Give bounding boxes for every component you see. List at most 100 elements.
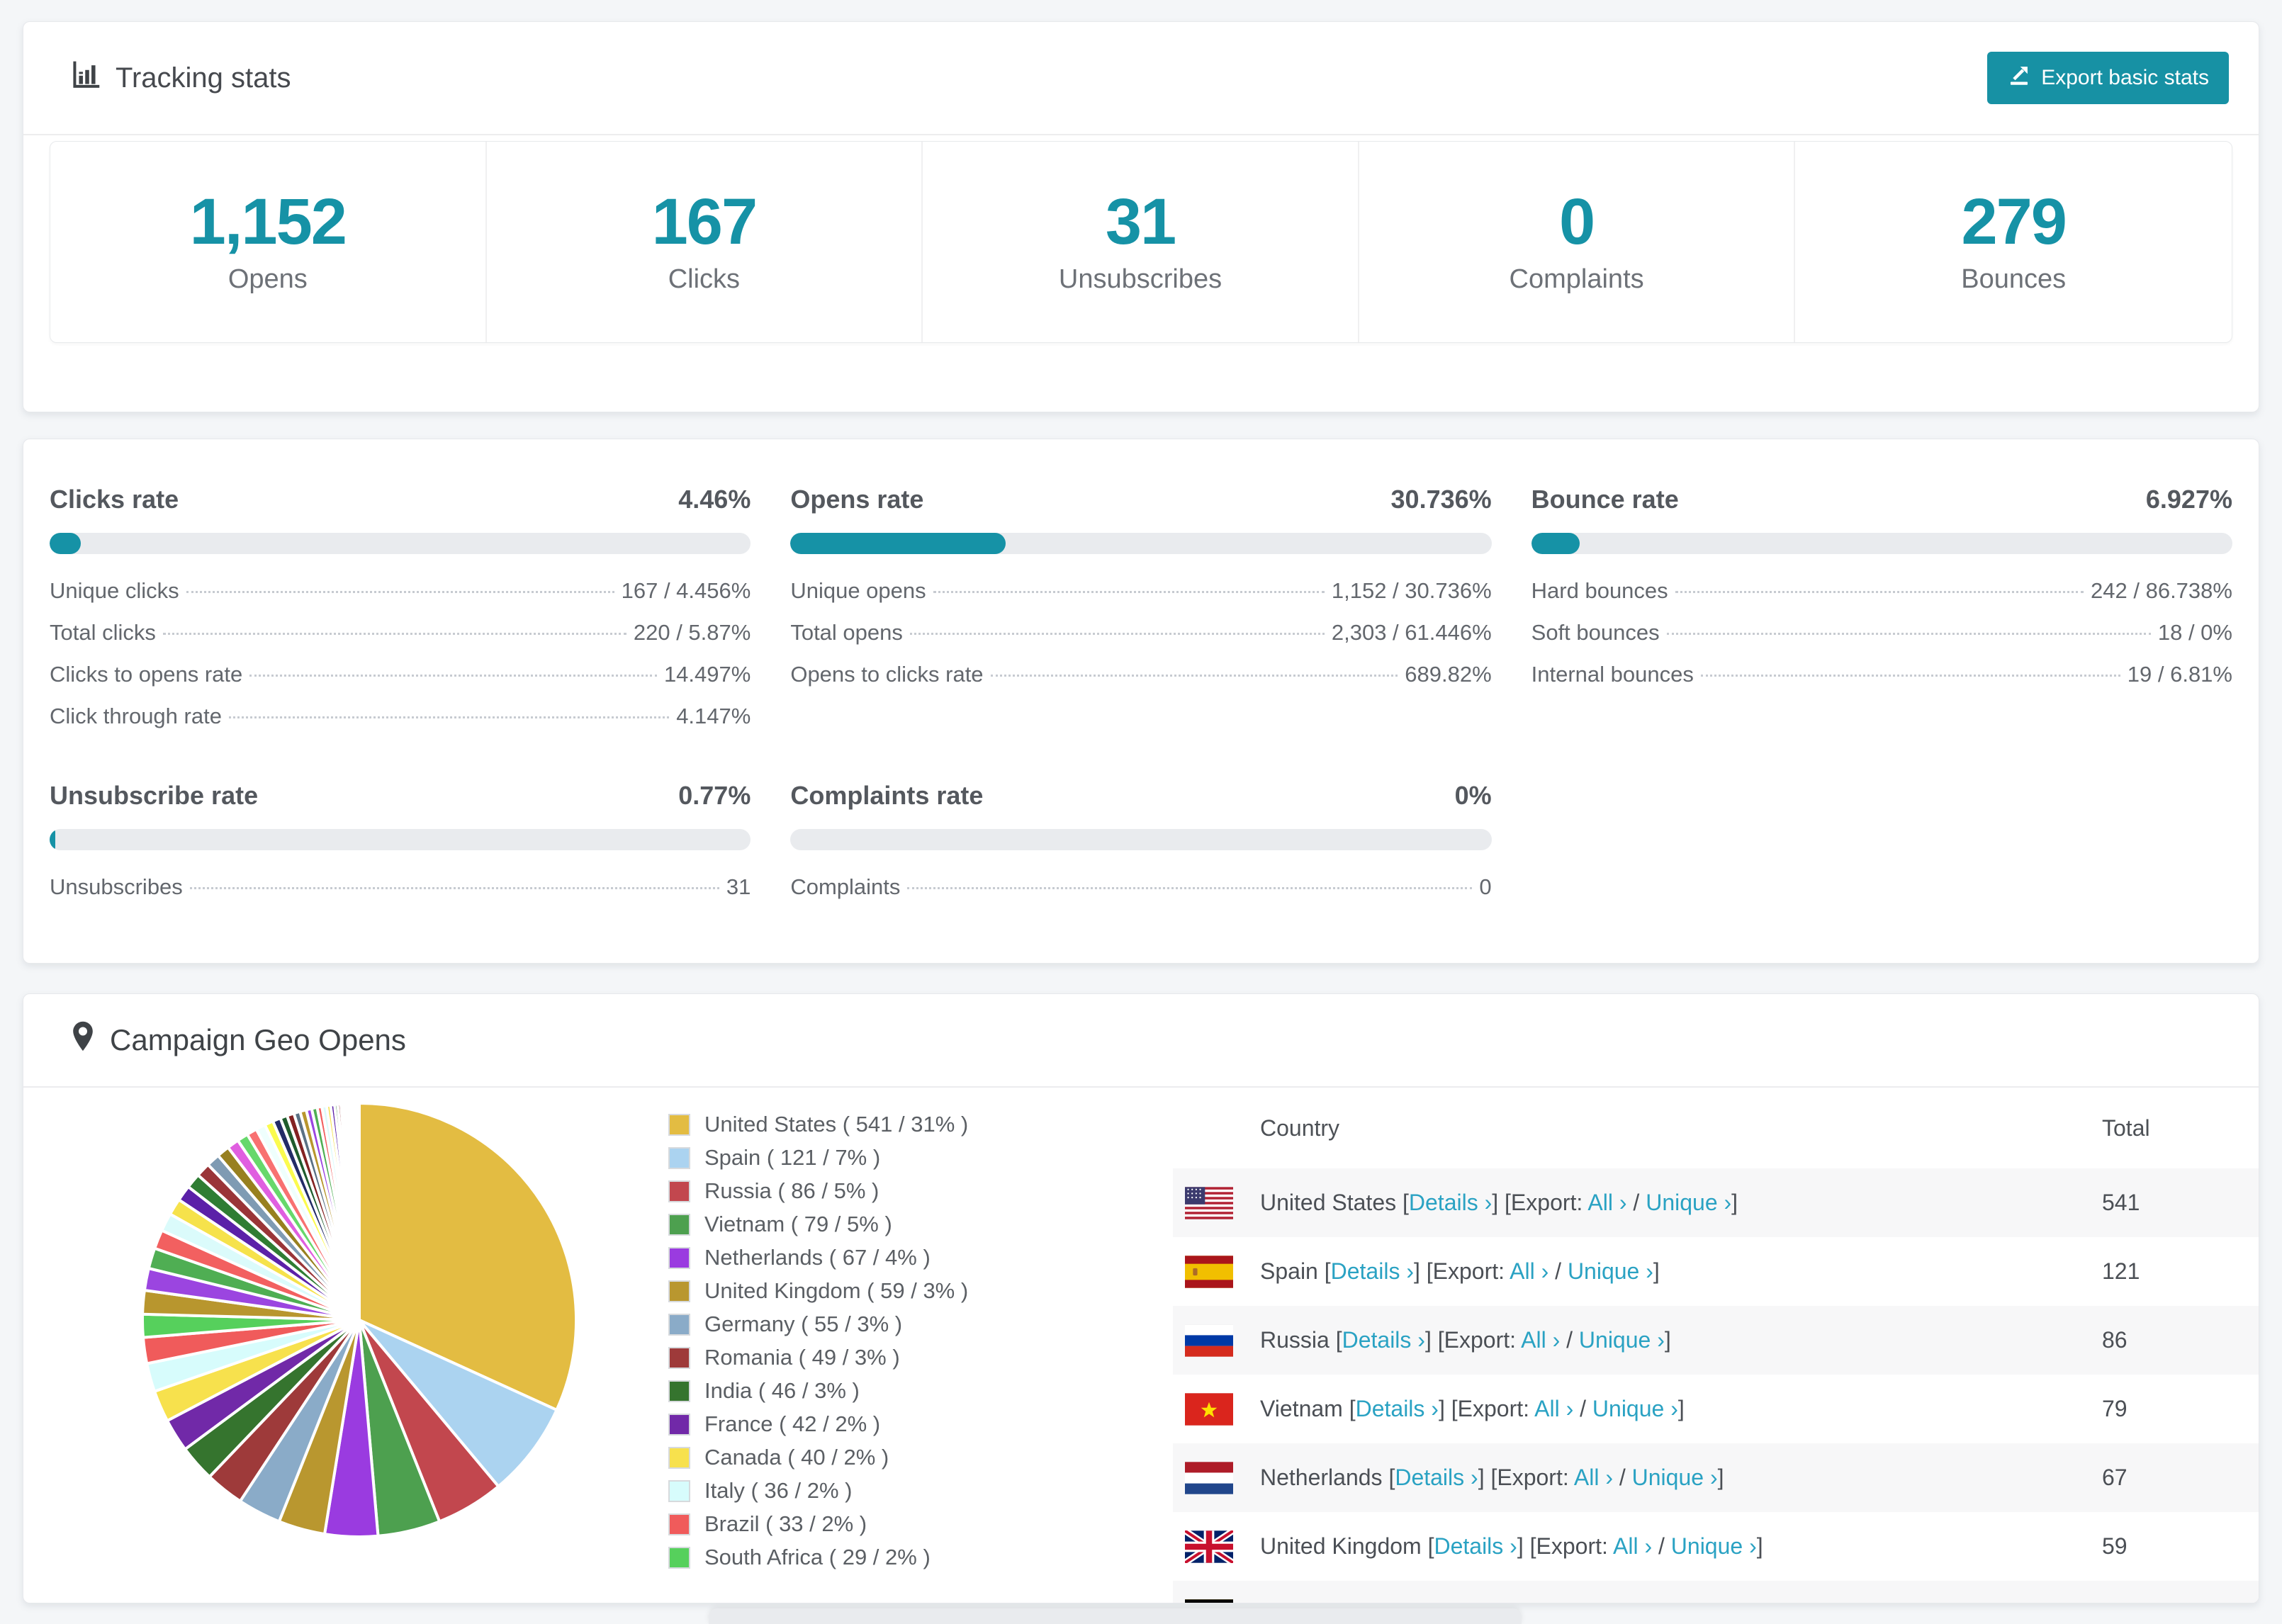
- export-basic-stats-button[interactable]: Export basic stats: [1987, 52, 2229, 104]
- legend-label: United States ( 541 / 31% ): [704, 1112, 969, 1137]
- export-all-link[interactable]: All ›: [1521, 1327, 1561, 1353]
- progress-fill: [790, 533, 1006, 554]
- country-name: United States: [1260, 1190, 1397, 1215]
- rate-title: Opens rate: [790, 485, 924, 514]
- flag-vn-icon: [1185, 1392, 1233, 1426]
- legend-item-netherlands: Netherlands ( 67 / 4% ): [668, 1245, 968, 1270]
- rate-detail-row: Clicks to opens rate 14.497%: [50, 662, 751, 704]
- details-link[interactable]: Details ›: [1395, 1465, 1478, 1490]
- detail-label: Click through rate: [50, 704, 222, 728]
- export-all-link[interactable]: All ›: [1545, 1602, 1584, 1603]
- stat-label: Unsubscribes: [1058, 264, 1222, 294]
- stat-cell-bounces: 279 Bounces: [1795, 142, 2232, 342]
- rate-title: Bounce rate: [1531, 485, 1679, 514]
- export-unique-link[interactable]: Unique ›: [1646, 1190, 1732, 1215]
- rate-detail-row: Unique clicks 167 / 4.456%: [50, 578, 751, 620]
- legend-item-germany: Germany ( 55 / 3% ): [668, 1312, 968, 1337]
- export-label: Export:: [1497, 1465, 1569, 1490]
- export-all-link[interactable]: All ›: [1573, 1465, 1613, 1490]
- rate-value: 0.77%: [678, 781, 751, 810]
- progress-track: [790, 533, 1492, 554]
- rate-detail-row: Total clicks 220 / 5.87%: [50, 620, 751, 662]
- detail-label: Unique clicks: [50, 578, 179, 603]
- detail-value: 2,303 / 61.446%: [1331, 620, 1492, 645]
- export-unique-link[interactable]: Unique ›: [1670, 1533, 1757, 1559]
- legend-label: Canada ( 40 / 2% ): [704, 1445, 889, 1470]
- rate-block-opens-rate: Opens rate 30.736% Unique opens 1,152 / 30.…: [790, 485, 1492, 745]
- rate-block-bounce-rate: Bounce rate 6.927% Hard bounces 242 / 86.73…: [1531, 485, 2232, 745]
- legend-swatch: [668, 1146, 690, 1169]
- summary-stats: 1,152 Opens 167 Clicks 31 Unsubscribes 0 Compla…: [50, 141, 2232, 343]
- progress-fill: [50, 829, 55, 850]
- legend-label: South Africa ( 29 / 2% ): [704, 1545, 931, 1569]
- export-icon: [2007, 63, 2031, 93]
- geo-table-rows: United States [Details ›] [Export: All ›…: [1173, 1168, 2259, 1603]
- row-total: 86: [2102, 1327, 2128, 1353]
- rate-detail-rows: Unsubscribes 31: [50, 874, 751, 916]
- stat-cell-clicks: 167 Clicks: [487, 142, 923, 342]
- geo-table-header: Country Total: [1173, 1088, 2259, 1168]
- export-label: Export:: [1468, 1602, 1539, 1603]
- rate-detail-rows: Unique clicks 167 / 4.456% Total clicks 220…: [50, 578, 751, 745]
- geo-table-row-united-states: United States [Details ›] [Export: All ›…: [1173, 1168, 2259, 1237]
- export-all-link[interactable]: All ›: [1510, 1258, 1549, 1284]
- stat-value: 1,152: [189, 186, 347, 258]
- column-header-total: Total: [2102, 1115, 2150, 1141]
- rate-block-unsubscribe-rate: Unsubscribe rate 0.77% Unsubscribes 31: [50, 781, 751, 916]
- details-link[interactable]: Details ›: [1408, 1190, 1493, 1215]
- stat-label: Clicks: [668, 264, 741, 294]
- progress-track: [790, 829, 1492, 850]
- legend-item-romania: Romania ( 49 / 3% ): [668, 1345, 968, 1370]
- export-all-link[interactable]: All ›: [1534, 1396, 1574, 1421]
- export-unique-link[interactable]: Unique ›: [1578, 1327, 1665, 1353]
- row-total: 55: [2102, 1602, 2128, 1603]
- export-label: Export:: [1457, 1396, 1529, 1421]
- stat-label: Complaints: [1509, 264, 1644, 294]
- details-link[interactable]: Details ›: [1330, 1258, 1414, 1284]
- geo-opens-pie-chart: [140, 1101, 578, 1538]
- export-unique-link[interactable]: Unique ›: [1603, 1602, 1689, 1603]
- export-unique-link[interactable]: Unique ›: [1567, 1258, 1653, 1284]
- detail-value: 14.497%: [663, 662, 751, 687]
- rate-head: Complaints rate 0%: [790, 781, 1491, 811]
- legend-swatch: [668, 1213, 690, 1236]
- export-unique-link[interactable]: Unique ›: [1631, 1465, 1718, 1490]
- details-link[interactable]: Details ›: [1342, 1327, 1425, 1353]
- export-all-link[interactable]: All ›: [1613, 1533, 1653, 1559]
- rate-title: Unsubscribe rate: [50, 781, 259, 810]
- export-unique-link[interactable]: Unique ›: [1592, 1396, 1678, 1421]
- dotted-leader: [1675, 591, 2084, 593]
- detail-value: 31: [726, 874, 751, 899]
- country-cell: Vietnam [Details ›] [Export: All › / Uni…: [1260, 1396, 1685, 1421]
- detail-value: 1,152 / 30.736%: [1331, 578, 1492, 603]
- details-link[interactable]: Details ›: [1355, 1396, 1439, 1421]
- rate-value: 6.927%: [2145, 485, 2232, 514]
- dotted-leader: [1700, 675, 2120, 677]
- legend-label: Spain ( 121 / 7% ): [704, 1145, 881, 1170]
- legend-swatch: [668, 1246, 690, 1269]
- dotted-leader: [249, 675, 657, 677]
- column-header-country: Country: [1260, 1115, 1340, 1141]
- rate-head: Clicks rate 4.46%: [50, 485, 751, 514]
- geo-table-row-netherlands: Netherlands [Details ›] [Export: All › /…: [1173, 1443, 2259, 1512]
- rate-detail-rows: Unique opens 1,152 / 30.736% Total opens 2,…: [790, 578, 1491, 704]
- legend-label: Russia ( 86 / 5% ): [704, 1178, 879, 1203]
- detail-label: Total clicks: [50, 620, 156, 645]
- export-all-link[interactable]: All ›: [1587, 1190, 1627, 1215]
- country-name: Netherlands: [1260, 1465, 1383, 1490]
- flag-ru-icon: [1185, 1324, 1233, 1357]
- details-link[interactable]: Details ›: [1366, 1602, 1449, 1603]
- rate-block-complaints-rate: Complaints rate 0% Complaints 0: [790, 781, 1492, 916]
- detail-label: Unsubscribes: [50, 874, 183, 899]
- geo-table-row-russia: Russia [Details ›] [Export: All › / Uniq…: [1173, 1306, 2259, 1375]
- pie-slice-united-states[interactable]: [358, 1102, 578, 1411]
- details-link[interactable]: Details ›: [1434, 1533, 1517, 1559]
- legend-item-south-africa: South Africa ( 29 / 2% ): [668, 1545, 968, 1570]
- row-total: 541: [2102, 1190, 2140, 1215]
- stat-cell-complaints: 0 Complaints: [1359, 142, 1796, 342]
- progress-track: [50, 533, 751, 554]
- legend-item-spain: Spain ( 121 / 7% ): [668, 1145, 968, 1171]
- legend-label: United Kingdom ( 59 / 3% ): [704, 1278, 969, 1303]
- rate-detail-row: Complaints 0: [790, 874, 1491, 916]
- pie-slice-spain[interactable]: [358, 1319, 558, 1488]
